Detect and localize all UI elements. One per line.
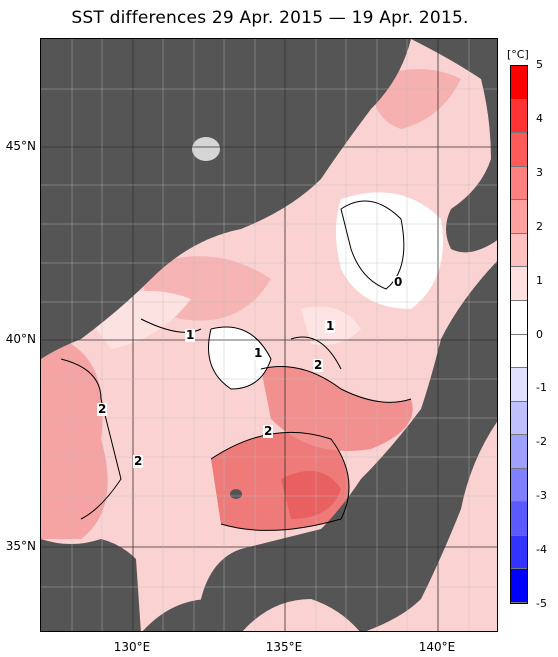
colorbar-tick-label: 2	[536, 219, 543, 233]
anomaly-patch	[281, 471, 341, 519]
colorbar-cell	[511, 468, 527, 503]
land-south-islands	[142, 599, 240, 631]
colorbar-tick-label: 1	[536, 273, 543, 287]
contour-line	[340, 200, 405, 290]
anomaly-patch	[261, 366, 413, 451]
contour-line	[140, 318, 202, 333]
colorbar-cell	[511, 401, 527, 436]
minor-grid	[41, 39, 497, 631]
land-honshu	[201, 261, 497, 631]
colorbar-cell	[511, 368, 527, 402]
colorbar-tick-label: -3	[536, 489, 547, 503]
contour-label: 1	[185, 328, 196, 342]
contour-label: 0	[393, 275, 404, 289]
sst-map	[41, 39, 497, 631]
colorbar-unit: [°C]	[507, 48, 529, 61]
lon-label-140e: 140°E	[418, 640, 456, 654]
lat-label-40n: 40°N	[5, 332, 36, 346]
anomaly-patch	[336, 192, 443, 309]
colorbar-tick-label: -2	[536, 435, 547, 449]
contour-label: 2	[263, 424, 274, 438]
map-title: SST differences 29 Apr. 2015 — 19 Apr. 2…	[71, 8, 469, 28]
colorbar	[510, 65, 528, 604]
anomaly-patch	[41, 339, 108, 539]
colorbar-cell	[511, 133, 527, 167]
land-island	[230, 489, 242, 499]
colorbar-cell	[511, 300, 527, 335]
lon-label-130e: 130°E	[113, 640, 151, 654]
contour-line	[208, 326, 272, 390]
colorbar-cell	[511, 66, 527, 100]
colorbar-cell	[511, 200, 527, 234]
colorbar-cell	[511, 535, 527, 570]
sea-coastal	[366, 421, 497, 631]
land-north-japan	[411, 39, 497, 253]
map-area: 1 1 1 0 2 2 2 2	[40, 38, 498, 632]
grid-lines	[41, 39, 497, 631]
colorbar-cell	[511, 502, 527, 536]
lat-label-35n: 35°N	[5, 539, 36, 553]
colorbar-cell	[511, 233, 527, 268]
colorbar-cell	[511, 166, 527, 201]
colorbar-cell	[511, 334, 527, 369]
land-korea	[41, 539, 141, 631]
contour-label: 2	[133, 454, 144, 468]
colorbar-tick-label: 3	[536, 165, 543, 179]
colorbar-tick-label: -4	[536, 543, 547, 557]
colorbar-cell	[511, 435, 527, 469]
contour-label: 2	[97, 402, 108, 416]
anomaly-patch	[371, 69, 461, 129]
colorbar-cell	[511, 99, 527, 134]
colorbar-cell	[511, 569, 527, 603]
colorbar-cell	[511, 267, 527, 301]
contour-label: 1	[325, 319, 336, 333]
contour-label: 2	[313, 358, 324, 372]
colorbar-tick-label: -1	[536, 381, 547, 395]
contour-line	[260, 366, 412, 403]
contour-line	[60, 358, 122, 520]
contour-line	[290, 336, 342, 370]
contour-label: 1	[253, 346, 264, 360]
land-island	[192, 137, 220, 161]
colorbar-tick-label: 0	[536, 327, 543, 341]
lat-label-45n: 45°N	[5, 139, 36, 153]
colorbar-tick-label: 4	[536, 111, 543, 125]
colorbar-tick-label: 5	[536, 58, 543, 71]
land-continent	[41, 39, 411, 359]
lon-label-135e: 135°E	[265, 640, 303, 654]
colorbar-tick-label: -5	[536, 597, 547, 610]
sea-coastal	[242, 599, 360, 631]
